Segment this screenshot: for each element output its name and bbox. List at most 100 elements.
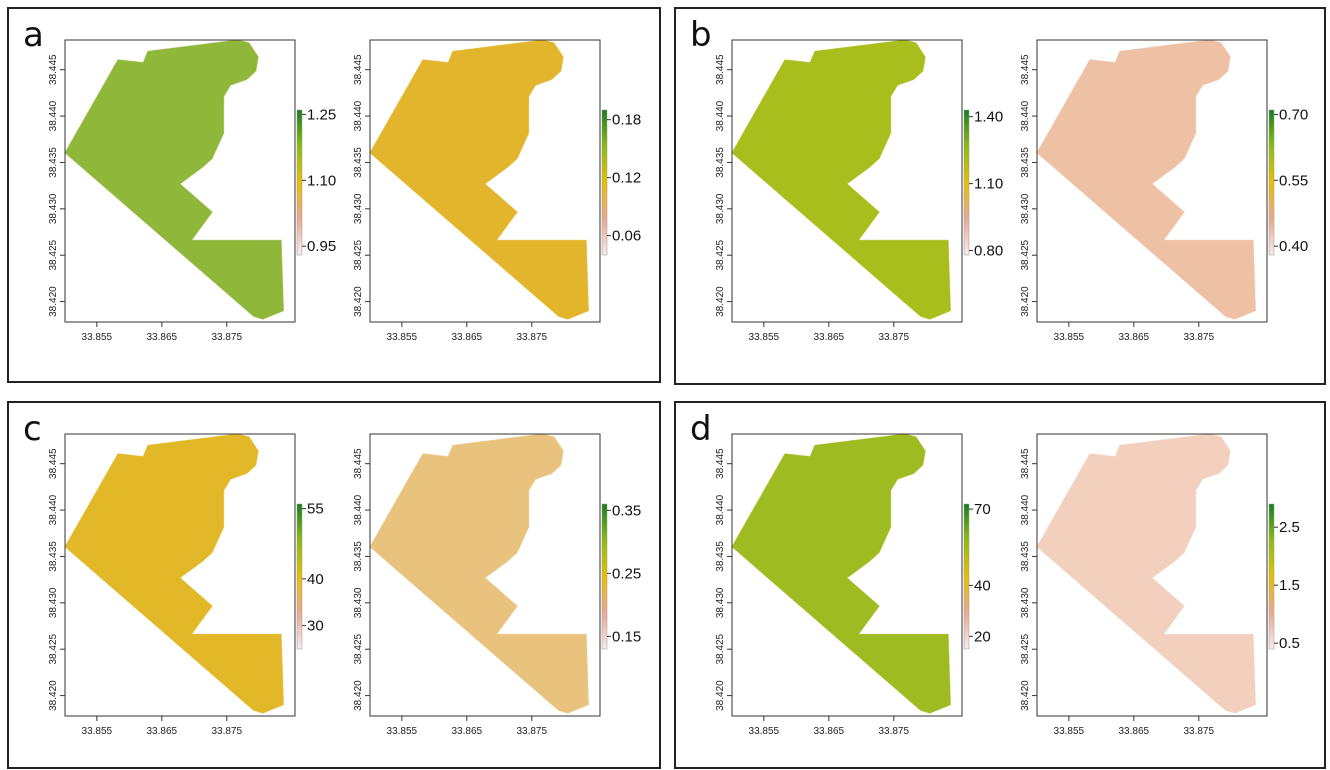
panel-label: d: [690, 409, 712, 449]
map-box: [369, 39, 601, 323]
colorbar-tick-label: 1.5: [1279, 577, 1300, 594]
map-box: [731, 39, 963, 323]
y-tick-label: 38.420: [1020, 286, 1031, 317]
y-tick-label: 38.440: [48, 494, 59, 525]
x-tick-label: 33.865: [1119, 726, 1150, 737]
y-tick-label: 38.435: [715, 147, 726, 178]
x-tick-label: 33.855: [82, 332, 113, 343]
y-tick-label: 38.425: [715, 239, 726, 270]
y-tick-label: 38.425: [48, 239, 59, 270]
field-raster: [64, 433, 285, 714]
y-tick-label: 38.435: [1020, 541, 1031, 572]
colorbar-tick-label: 0.15: [612, 628, 641, 645]
colorbar-tick-label: 70: [974, 501, 991, 518]
colorbar-tick-label: 55: [307, 501, 324, 518]
y-tick-label: 38.420: [715, 680, 726, 711]
x-tick-label: 33.875: [878, 726, 909, 737]
panel-label: c: [23, 409, 42, 449]
y-tick-label: 38.430: [1020, 193, 1031, 224]
colorbar: [601, 503, 608, 650]
y-tick-label: 38.430: [353, 193, 364, 224]
x-tick-label: 33.855: [749, 726, 780, 737]
colorbar-tick-label: 0.5: [1279, 635, 1300, 652]
y-tick-label: 38.440: [353, 494, 364, 525]
y-tick-label: 38.420: [1020, 680, 1031, 711]
x-tick-label: 33.855: [1054, 332, 1085, 343]
x-tick-label: 33.875: [1183, 726, 1214, 737]
y-tick-label: 38.445: [353, 448, 364, 479]
y-tick-label: 38.445: [715, 448, 726, 479]
y-tick-label: 38.420: [48, 680, 59, 711]
colorbar-tick-label: 20: [974, 628, 991, 645]
colorbar-tick-label: 0.25: [612, 565, 641, 582]
colorbar-tick-label: 40: [307, 571, 324, 588]
y-tick-label: 38.445: [1020, 448, 1031, 479]
map-box: [1036, 433, 1268, 717]
x-tick-label: 33.865: [452, 332, 483, 343]
x-tick-label: 33.875: [211, 332, 242, 343]
colorbar-tick-label: 0.40: [1279, 238, 1308, 255]
y-tick-label: 38.425: [715, 633, 726, 664]
panel-label: a: [23, 15, 44, 55]
colorbar: [296, 503, 303, 650]
map-box: [64, 39, 296, 323]
y-tick-label: 38.445: [1020, 54, 1031, 85]
field-raster: [64, 39, 285, 320]
x-tick-label: 33.865: [814, 726, 845, 737]
colorbar-tick-label: 1.40: [974, 109, 1003, 126]
y-tick-label: 38.435: [353, 147, 364, 178]
colorbar: [601, 109, 608, 256]
colorbar-tick-label: 2.5: [1279, 519, 1300, 536]
panel-frame: [674, 7, 1326, 385]
colorbar-tick-label: 0.55: [1279, 172, 1308, 189]
colorbar-tick-label: 1.10: [974, 176, 1003, 193]
field-raster: [1036, 433, 1257, 714]
colorbar: [963, 503, 970, 650]
x-tick-label: 33.855: [387, 726, 418, 737]
colorbar-tick-label: 0.12: [612, 170, 641, 187]
x-tick-label: 33.875: [211, 726, 242, 737]
y-tick-label: 38.440: [353, 100, 364, 131]
panel-frame: [7, 401, 661, 769]
x-tick-label: 33.865: [1119, 332, 1150, 343]
y-tick-label: 38.430: [1020, 587, 1031, 618]
y-tick-label: 38.445: [48, 54, 59, 85]
colorbar-tick-label: 1.25: [307, 106, 336, 123]
colorbar: [963, 109, 970, 256]
y-tick-label: 38.435: [48, 541, 59, 572]
y-tick-label: 38.445: [48, 448, 59, 479]
x-tick-label: 33.875: [878, 332, 909, 343]
y-tick-label: 38.440: [715, 494, 726, 525]
y-tick-label: 38.435: [353, 541, 364, 572]
x-tick-label: 33.855: [387, 332, 418, 343]
colorbar-tick-label: 0.06: [612, 228, 641, 245]
y-tick-label: 38.425: [353, 633, 364, 664]
y-tick-label: 38.425: [1020, 239, 1031, 270]
y-tick-label: 38.445: [353, 54, 364, 85]
panel-frame: [7, 7, 661, 383]
x-tick-label: 33.865: [147, 726, 178, 737]
colorbar: [296, 109, 303, 256]
y-tick-label: 38.425: [48, 633, 59, 664]
map-box: [64, 433, 296, 717]
colorbar-tick-label: 30: [307, 618, 324, 635]
y-tick-label: 38.440: [1020, 494, 1031, 525]
x-tick-label: 33.875: [1183, 332, 1214, 343]
y-tick-label: 38.430: [715, 193, 726, 224]
y-tick-label: 38.425: [1020, 633, 1031, 664]
y-tick-label: 38.440: [48, 100, 59, 131]
y-tick-label: 38.440: [1020, 100, 1031, 131]
field-raster: [369, 433, 590, 714]
x-tick-label: 33.875: [516, 332, 547, 343]
panel-frame: [674, 401, 1326, 769]
y-tick-label: 38.420: [353, 680, 364, 711]
map-box: [1036, 39, 1268, 323]
y-tick-label: 38.440: [715, 100, 726, 131]
colorbar-tick-label: 0.80: [974, 243, 1003, 260]
y-tick-label: 38.430: [353, 587, 364, 618]
x-tick-label: 33.865: [452, 726, 483, 737]
field-raster: [1036, 39, 1257, 320]
y-tick-label: 38.425: [353, 239, 364, 270]
colorbar: [1268, 503, 1275, 650]
